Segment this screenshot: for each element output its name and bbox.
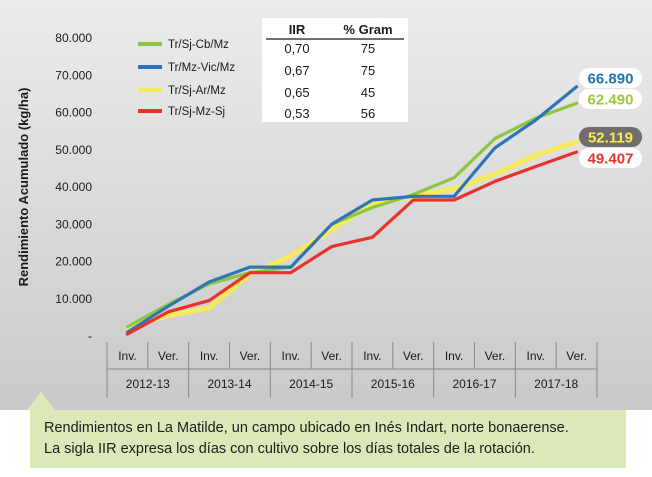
end-label-badge <box>579 148 642 168</box>
legend-label: Tr/Mz-Vic/Mz <box>168 62 235 74</box>
end-label-badge <box>579 89 642 109</box>
table-cell-iir: 0,70 <box>284 41 309 56</box>
y-tick-label: 10.000 <box>55 292 92 306</box>
x-group-label: 2012-13 <box>126 377 170 391</box>
x-sub-tick-label: Ver. <box>321 349 342 363</box>
x-sub-tick-label: Ver. <box>485 349 506 363</box>
table-cell-gram: 45 <box>361 85 375 100</box>
table-header-gram: % Gram <box>343 22 392 37</box>
x-axis: Inv. Ver. Inv. Ver. Inv. Ver. Inv. Ver. Inv. Ver.… <box>106 342 598 398</box>
y-tick-label: 70.000 <box>55 68 92 82</box>
end-label: 49.407 <box>588 151 634 168</box>
y-axis: - 10.000 20.000 30.000 40.000 50.000 60.000 70.… <box>16 31 92 343</box>
table-header-iir: IIR <box>289 22 306 37</box>
end-label: 52.119 <box>588 130 633 147</box>
x-sub-tick-label: Inv. <box>200 349 218 363</box>
y-tick-label: 20.000 <box>55 255 92 269</box>
y-axis-title: Rendimiento Acumulado (kg/ha) <box>16 88 31 287</box>
y-tick-label: 60.000 <box>55 106 92 120</box>
end-label-badge <box>579 68 642 88</box>
x-sub-tick-label: Ver. <box>403 349 424 363</box>
x-sub-tick-label: Inv. <box>118 349 136 363</box>
end-label-badge <box>579 127 642 147</box>
table-cell-gram: 75 <box>361 63 375 78</box>
y-tick-label: 50.000 <box>55 143 92 157</box>
table-background <box>262 18 408 122</box>
x-sub-tick-label: Ver. <box>566 349 587 363</box>
end-label: 66.890 <box>588 71 634 88</box>
x-group-label: 2015-16 <box>371 377 415 391</box>
table-cell-gram: 75 <box>361 41 375 56</box>
x-group-label: 2013-14 <box>207 377 251 391</box>
iir-table: IIR % Gram 0,70 75 0,67 75 0,65 45 0,53 56 <box>262 18 408 122</box>
x-group-label: 2017-18 <box>534 377 578 391</box>
table-cell-iir: 0,67 <box>284 63 309 78</box>
legend: Tr/Sj-Cb/Mz Tr/Mz-Vic/Mz Tr/Sj-Ar/Mz Tr/Sj-… <box>138 39 235 118</box>
x-sub-tick-label: Ver. <box>158 349 179 363</box>
caption-line-1: Rendimientos en La Matilde, un campo ubi… <box>44 420 569 436</box>
table-cell-gram: 56 <box>361 106 375 121</box>
y-tick-label: 30.000 <box>55 217 92 231</box>
y-tick-label: 80.000 <box>55 31 92 45</box>
x-sub-tick-label: Ver. <box>240 349 261 363</box>
caption-pointer <box>27 392 55 410</box>
x-group-label: 2016-17 <box>452 377 496 391</box>
x-sub-tick-label: Inv. <box>445 349 463 363</box>
caption-box: Rendimientos en La Matilde, un campo ubi… <box>30 410 626 468</box>
series-line-4 <box>125 150 579 336</box>
x-sub-tick-label: Inv. <box>363 349 381 363</box>
y-tick-label: 40.000 <box>55 180 92 194</box>
end-label: 62.490 <box>588 92 634 109</box>
table-cell-iir: 0,53 <box>284 106 309 121</box>
x-group-label: 2014-15 <box>289 377 333 391</box>
legend-label: Tr/Sj-Ar/Mz <box>168 85 226 97</box>
x-sub-tick-label: Inv. <box>282 349 300 363</box>
series-lines <box>124 85 580 336</box>
x-sub-tick-label: Inv. <box>527 349 545 363</box>
legend-label: Tr/Sj-Mz-Sj <box>168 106 225 118</box>
series-line-2 <box>125 85 579 334</box>
legend-label: Tr/Sj-Cb/Mz <box>168 39 229 51</box>
end-labels: 62.490 66.890 52.119 49.407 <box>579 68 642 168</box>
y-tick-label: - <box>88 329 92 343</box>
caption-line-2: La sigla IIR expresa los días con cultiv… <box>44 441 535 457</box>
table-cell-iir: 0,65 <box>284 85 309 100</box>
